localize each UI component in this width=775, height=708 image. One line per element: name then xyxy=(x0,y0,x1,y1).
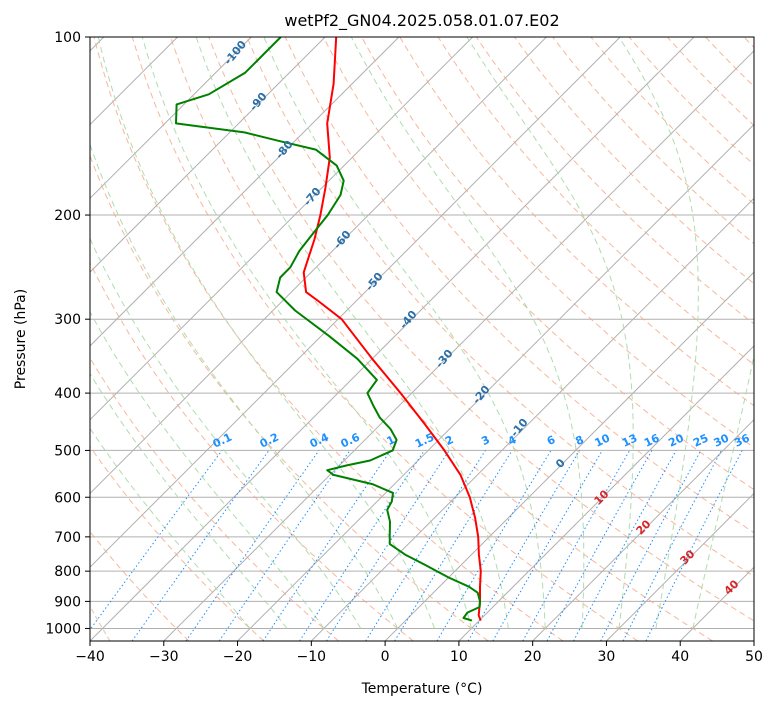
moist-adiabat xyxy=(97,37,435,629)
y-tick-label: 500 xyxy=(54,443,81,459)
mixing-ratio-label: 10 xyxy=(593,431,613,449)
mixing-ratio-line xyxy=(573,450,677,641)
mixing-ratio-line xyxy=(325,450,450,641)
dry-adiabat xyxy=(90,445,265,641)
y-tick-label: 600 xyxy=(54,490,81,506)
isotherm xyxy=(90,37,326,273)
dewpoint-profile xyxy=(175,37,481,622)
mixing-ratio-label: 13 xyxy=(620,432,639,450)
x-tick-label: 0 xyxy=(381,649,390,665)
y-tick-label: 400 xyxy=(54,386,81,402)
dry-adiabat xyxy=(131,37,639,641)
dry-adiabat xyxy=(284,37,754,534)
mixing-ratio-line xyxy=(218,450,351,641)
x-tick-label: 50 xyxy=(745,649,763,665)
y-tick-label: 800 xyxy=(54,564,81,580)
y-tick-label: 300 xyxy=(54,312,81,328)
dry-adiabat xyxy=(246,37,754,577)
mixing-ratio-label: 30 xyxy=(712,431,732,449)
isotherm xyxy=(237,123,754,641)
dry-adiabat xyxy=(90,261,414,641)
isotherm xyxy=(90,37,547,495)
mixing-ratio-line xyxy=(131,450,270,641)
dry-adiabat xyxy=(170,37,713,641)
mixing-ratio-line xyxy=(394,450,513,641)
mixing-ratio-label: 16 xyxy=(642,431,662,449)
moist-adiabat xyxy=(466,37,634,629)
mixing-ratio-line xyxy=(299,450,425,641)
dry-adiabat xyxy=(93,37,564,641)
plot-frame xyxy=(89,36,755,642)
isotherm xyxy=(90,37,621,568)
isotherm xyxy=(90,37,400,347)
dry-adiabat xyxy=(90,357,339,641)
moist-adiabat xyxy=(618,37,699,629)
mixing-ratio-line xyxy=(522,450,631,641)
y-tick-label: 700 xyxy=(54,530,81,546)
dry-adiabat xyxy=(322,37,754,491)
x-tick-label: 20 xyxy=(524,649,542,665)
y-axis-title: Pressure (hPa) xyxy=(13,289,29,389)
y-tick-label: 200 xyxy=(54,208,81,224)
isotherm xyxy=(606,492,754,641)
x-tick-label: −30 xyxy=(149,649,179,665)
dry-adiabat xyxy=(514,37,754,285)
sounding-series xyxy=(175,37,482,622)
x-axis-title: Temperature (°C) xyxy=(361,681,483,697)
isotherm xyxy=(90,37,252,200)
dry-adiabat xyxy=(437,37,754,366)
mixing-ratio-line xyxy=(622,450,722,641)
mixing-ratio-line xyxy=(185,450,320,641)
x-tick-label: 40 xyxy=(671,649,689,665)
mixing-ratio-line xyxy=(262,450,392,641)
temperature-profile xyxy=(302,37,482,621)
dry-adiabat xyxy=(208,37,754,622)
moist-adiabat xyxy=(90,310,325,629)
moist-adiabat xyxy=(90,372,288,629)
mixing-ratio-label: 25 xyxy=(691,432,710,450)
background-lines xyxy=(90,37,754,641)
moist-adiabat xyxy=(141,37,472,629)
isotherm xyxy=(163,50,754,641)
mixing-ratio-line xyxy=(90,450,223,631)
mixing-ratio-label: 36 xyxy=(732,431,752,449)
chart-title: wetPf2_GN04.2025.058.01.07.E02 xyxy=(284,11,559,31)
moist-adiabat xyxy=(350,37,585,629)
x-tick-label: −20 xyxy=(223,649,253,665)
isotherm xyxy=(458,345,754,641)
x-tick-label: 10 xyxy=(450,649,468,665)
y-tick-label: 900 xyxy=(54,594,81,610)
y-tick-label: 1000 xyxy=(45,621,81,637)
x-tick-label: −40 xyxy=(75,649,105,665)
moist-adiabat xyxy=(90,237,362,629)
mixing-ratio-line xyxy=(645,450,743,641)
moist-adiabat xyxy=(90,427,251,629)
dry-adiabat xyxy=(475,37,754,325)
isotherm xyxy=(532,418,754,641)
axes: −40 −30 −20 −10 0 10 20 30 40 50 100 200 300 400 500 60… xyxy=(45,30,763,665)
x-tick-label: −10 xyxy=(297,649,327,665)
moist-adiabat xyxy=(263,37,546,629)
isotherm xyxy=(90,37,695,641)
moist-adiabat xyxy=(692,353,754,629)
mixing-ratio-label: 20 xyxy=(666,431,686,449)
isotherm xyxy=(90,37,474,421)
x-tick-label: 30 xyxy=(598,649,616,665)
y-tick-label: 100 xyxy=(54,30,81,46)
mixing-ratio-line xyxy=(546,450,653,641)
moist-adiabat xyxy=(195,37,509,629)
isotherm xyxy=(384,271,754,641)
